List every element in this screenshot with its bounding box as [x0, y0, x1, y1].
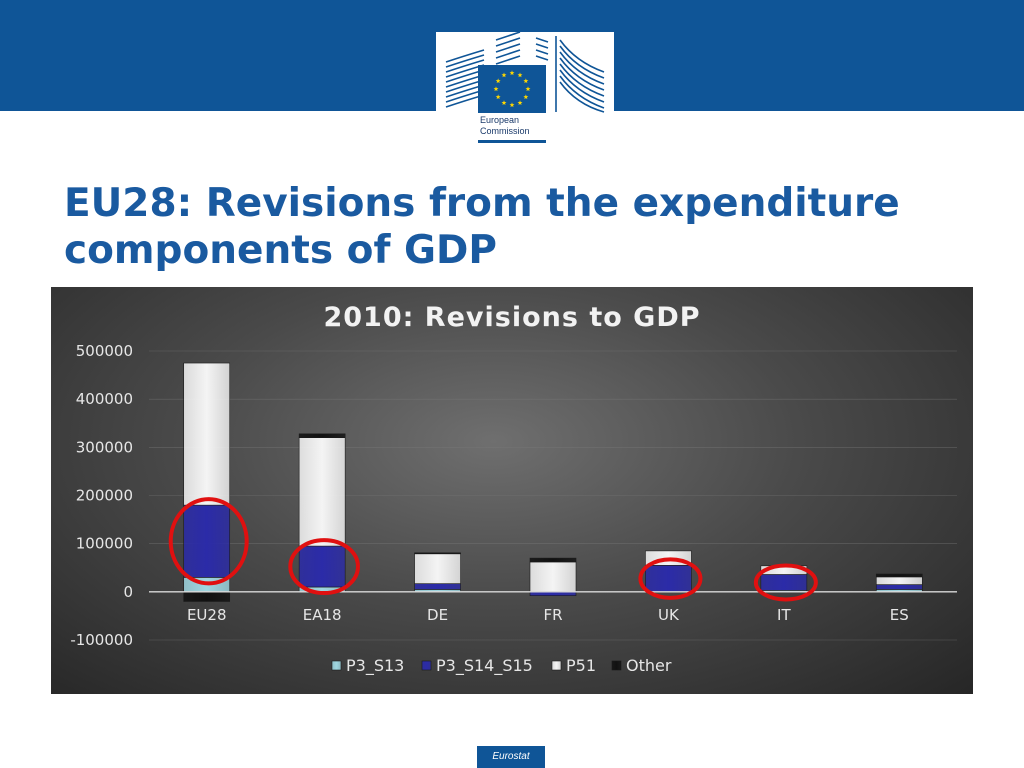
- highlight-circle: [753, 563, 818, 602]
- highlight-circle: [168, 497, 249, 586]
- highlight-circle: [288, 538, 360, 596]
- legend-label: Other: [626, 656, 672, 675]
- bar-segment-other: [875, 573, 923, 578]
- x-tick-label: UK: [658, 606, 680, 624]
- european-commission-logo: European Commission: [436, 32, 614, 144]
- eu-star-icon: [525, 86, 531, 92]
- x-tick-label: ES: [890, 606, 909, 624]
- legend-swatch: [331, 660, 342, 671]
- y-tick-label: 400000: [76, 390, 133, 408]
- bar-chart: 2010: Revisions to GDP 500000 400000 30000…: [70, 302, 957, 676]
- y-axis-tick-labels: 500000 400000 300000 200000 100000 0 -100000: [70, 342, 133, 649]
- eu-star-icon: [493, 86, 499, 92]
- bar-segment-p3-s14-s15: [760, 574, 808, 591]
- bar-segment-p3-s14-s15: [298, 545, 346, 588]
- y-tick-label: 0: [123, 583, 133, 601]
- logo-text: European Commission: [480, 115, 580, 137]
- chart-legend: P3_S13 P3_S14_S15 P51 Other: [331, 656, 672, 676]
- bar-segment-other: [298, 433, 346, 438]
- y-tick-label: 100000: [76, 535, 133, 553]
- logo-line-2: Commission: [480, 126, 530, 136]
- highlight-circles: [168, 497, 818, 602]
- logo-underline: [478, 140, 546, 143]
- chart-bars: [183, 362, 923, 602]
- bar-segment-p3-s14-s15: [414, 583, 461, 590]
- y-tick-label: -100000: [70, 631, 133, 649]
- chart-gridlines: [149, 350, 957, 641]
- slide-title: EU28: Revisions from the expenditure com…: [64, 181, 900, 273]
- bar-segment-p51: [875, 576, 923, 585]
- bar-segment-other: [414, 552, 461, 555]
- logo-line-1: European: [480, 115, 520, 125]
- legend-label: P3_S13: [346, 656, 404, 676]
- legend-label: P51: [566, 656, 596, 675]
- x-tick-label: DE: [427, 606, 448, 624]
- eu-star-icon: [509, 102, 515, 108]
- bar-segment-p51: [414, 553, 461, 584]
- x-tick-label: FR: [543, 606, 562, 624]
- eu-star-icon: [495, 94, 501, 100]
- bar-segment-p51: [183, 362, 231, 506]
- highlight-circle: [638, 557, 703, 600]
- x-tick-label: EU28: [187, 606, 227, 624]
- eu-star-icon: [517, 100, 523, 105]
- y-tick-label: 300000: [76, 438, 133, 456]
- bar-segment-other: [529, 557, 577, 563]
- legend-swatch: [611, 660, 622, 671]
- bar-segment-p51: [529, 561, 577, 593]
- eu-star-icon: [523, 78, 529, 84]
- x-axis-tick-labels: EU28 EA18 DE FR UK IT ES: [187, 606, 909, 624]
- legend-label: P3_S14_S15: [436, 656, 533, 676]
- legend-swatch: [551, 660, 562, 671]
- bar-segment-p3-s14-s15: [645, 565, 692, 593]
- eu-star-icon: [517, 72, 523, 78]
- bar-segment-p3-s14-s15: [875, 584, 923, 590]
- x-tick-label: IT: [777, 606, 791, 624]
- eu-star-icon: [501, 72, 507, 78]
- legend-swatch: [421, 660, 432, 671]
- bar-segment-p3-s14-s15: [183, 504, 231, 578]
- eu-star-icon: [501, 100, 507, 105]
- chart-panel: 2010: Revisions to GDP 500000 400000 30000…: [51, 287, 973, 694]
- chart-title: 2010: Revisions to GDP: [323, 302, 700, 333]
- x-tick-label: EA18: [303, 606, 342, 624]
- eu-star-icon: [523, 94, 529, 100]
- bar-segment-p51: [298, 437, 346, 547]
- y-tick-label: 500000: [76, 342, 133, 360]
- eurostat-badge: Eurostat: [477, 746, 545, 768]
- eu-star-icon: [495, 78, 501, 84]
- bar-segment-other: [183, 591, 231, 602]
- y-tick-label: 200000: [76, 487, 133, 505]
- commission-building-icon: [445, 32, 605, 113]
- eu-star-icon: [509, 70, 515, 76]
